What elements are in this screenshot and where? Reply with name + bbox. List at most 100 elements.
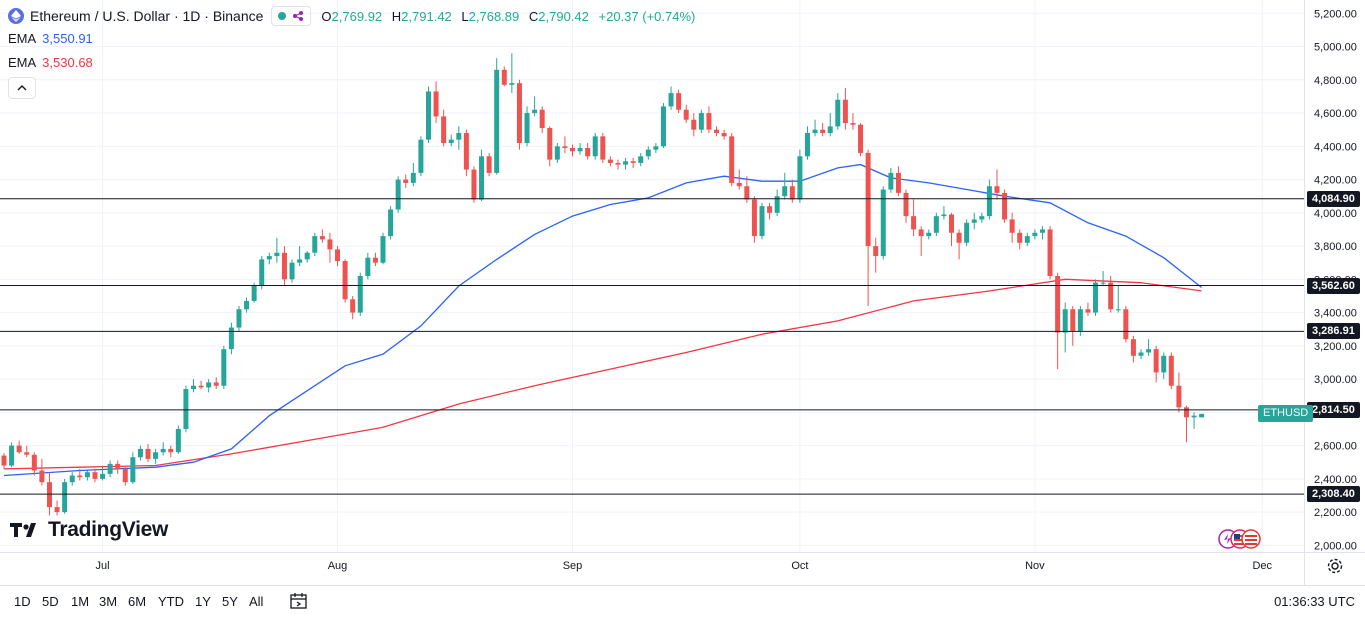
price-chart[interactable]: Jul Aug Sep Oct Nov Dec 5,200.00 5,000.00 4,800.… (0, 0, 1365, 585)
candle-up (297, 259, 303, 263)
candle-down (585, 147, 591, 157)
chart-area[interactable]: Jul Aug Sep Oct Nov Dec 5,200.00 5,000.00 4,800.… (0, 0, 1365, 585)
range-1m[interactable]: 1M (71, 594, 90, 609)
range-1d[interactable]: 1D (14, 594, 31, 609)
candle-up (888, 172, 894, 190)
candle-down (39, 470, 45, 483)
candle-down (767, 206, 773, 213)
candle-up (1093, 282, 1099, 313)
candle-up (274, 252, 280, 257)
y-tick-label: 3,400.00 (1314, 308, 1357, 320)
x-tick-label: Dec (1252, 560, 1272, 572)
candle-down (994, 186, 1000, 193)
date-range-icon[interactable] (289, 592, 309, 610)
chevron-up-icon (17, 85, 27, 91)
candle-up (479, 156, 485, 200)
candle-up (1100, 282, 1106, 284)
candle-down (403, 179, 409, 183)
candle-up (645, 149, 651, 157)
candle-up (653, 146, 659, 150)
candle-down (911, 216, 917, 230)
candle-down (54, 507, 60, 513)
open-key: O (321, 8, 332, 24)
candle-down (607, 159, 613, 163)
candle-up (1115, 309, 1121, 311)
candle-down (600, 136, 606, 160)
candle-down (873, 246, 879, 257)
candle-down (547, 128, 553, 160)
candle-up (418, 139, 424, 173)
candle-down (1, 455, 7, 466)
candle-up (130, 457, 136, 483)
candle-down (486, 156, 492, 173)
range-5d[interactable]: 5D (42, 594, 59, 609)
level-tag-3562[interactable]: 3,562.60 (1307, 277, 1360, 294)
symbol-title[interactable]: Ethereum / U.S. Dollar · 1D · Binance (30, 8, 264, 24)
candle-up (926, 232, 932, 237)
status-pill[interactable] (271, 6, 312, 26)
candle-down (1168, 355, 1174, 386)
ethereum-icon (8, 8, 24, 24)
y-tick-label: 4,000.00 (1314, 208, 1357, 220)
candle-down (539, 109, 545, 129)
candle-down (1017, 232, 1023, 243)
ema-slow-legend[interactable]: EMA 3,530.68 (8, 55, 93, 70)
settings-gear-icon[interactable] (1326, 557, 1344, 575)
candle-up (979, 216, 985, 220)
range-6m[interactable]: 6M (128, 594, 147, 609)
range-ytd[interactable]: YTD (158, 594, 184, 609)
cross-chain-icon (293, 11, 304, 21)
candle-down (350, 299, 356, 313)
candle-down (1130, 339, 1136, 356)
candle-down (1002, 192, 1008, 220)
candle-up (660, 106, 666, 147)
candle-up (933, 216, 939, 233)
symbol-legend: Ethereum / U.S. Dollar · 1D · Binance O 2… (8, 6, 701, 26)
bottom-toolbar: 1D 5D 1M 3M 6M YTD 1Y 5Y All 01:36:33 UT… (0, 585, 1365, 618)
candle-up (251, 285, 257, 301)
high-value: 2,791.42 (401, 8, 452, 24)
candle-down (751, 199, 757, 237)
candle-down (865, 152, 871, 247)
candle-down (956, 232, 962, 243)
candle-down (789, 186, 795, 200)
range-1y[interactable]: 1Y (195, 594, 211, 609)
tradingview-logo[interactable]: TradingView (10, 518, 168, 542)
level-tag-2814[interactable]: 2,814.50 (1307, 401, 1360, 418)
candle-down (198, 385, 204, 388)
level-tag-3286[interactable]: 3,286.91 (1307, 323, 1360, 340)
ema-fast-legend[interactable]: EMA 3,550.91 (8, 31, 93, 46)
candle-down (1153, 349, 1159, 373)
candle-down (77, 475, 83, 478)
economic-events-icon[interactable] (1216, 528, 1266, 550)
candle-up (259, 259, 265, 286)
collapse-legend-button[interactable] (8, 77, 36, 99)
candle-down (706, 113, 712, 130)
candle-down (1108, 282, 1114, 310)
candle-down (1009, 219, 1015, 233)
y-tick-label: 4,800.00 (1314, 75, 1357, 87)
utc-clock[interactable]: 01:36:33 UTC (1274, 594, 1355, 609)
level-tag-4084[interactable]: 4,084.90 (1307, 190, 1360, 207)
range-3m[interactable]: 3M (99, 594, 118, 609)
ticker-tag: ETHUSD (1258, 405, 1314, 422)
candle-down (372, 257, 378, 263)
candle-up (191, 385, 196, 390)
high-key: H (391, 8, 402, 24)
candle-up (1024, 236, 1030, 243)
candle-down (115, 463, 121, 469)
range-all[interactable]: All (249, 594, 264, 609)
level-tag-2308[interactable]: 2,308.40 (1307, 486, 1360, 503)
candle-down (903, 192, 909, 217)
candle-down (501, 69, 507, 85)
tradingview-logo-text: TradingView (48, 518, 169, 541)
ema-fast-value: 3,550.91 (42, 31, 93, 46)
x-tick-label: Aug (328, 560, 348, 572)
candle-up (1161, 355, 1167, 373)
candle-down (615, 162, 621, 165)
candle-up (524, 113, 530, 143)
candle-up (1191, 415, 1197, 418)
candle-up (183, 389, 189, 429)
x-tick-label: Sep (563, 560, 583, 572)
range-5y[interactable]: 5Y (222, 594, 238, 609)
